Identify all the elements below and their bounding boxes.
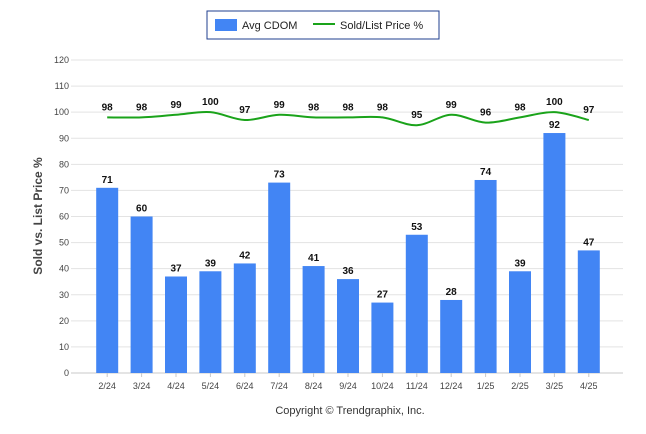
y-tick-label: 90	[59, 133, 69, 143]
grid-lines	[71, 59, 623, 348]
y-tick-label: 80	[59, 159, 69, 169]
line-value-label: 100	[546, 97, 563, 108]
y-tick-label: 50	[59, 238, 69, 248]
bar	[405, 234, 428, 373]
line-value-label: 98	[342, 102, 354, 113]
bar	[302, 266, 325, 373]
line-value-label: 98	[136, 102, 148, 113]
bar-value-label: 92	[549, 120, 561, 131]
y-tick-label: 0	[64, 368, 69, 378]
bars	[96, 133, 600, 373]
bar	[543, 133, 566, 373]
x-tick-label: 12/24	[440, 381, 463, 391]
x-tick-label: 10/24	[371, 381, 394, 391]
y-axis-ticks: 0 10 20 30 40 50 60 70 80 90 100 110 120	[54, 55, 69, 378]
line-value-label: 97	[583, 105, 595, 116]
legend-label-sold-list-price: Sold/List Price %	[340, 20, 423, 32]
bar-value-label: 28	[446, 287, 458, 298]
x-tick-label: 7/24	[270, 381, 288, 391]
bar	[337, 279, 359, 373]
bar	[440, 299, 463, 373]
legend-bar-swatch	[215, 19, 237, 31]
y-tick-label: 110	[55, 81, 69, 91]
y-tick-label: 10	[59, 342, 69, 352]
bar-value-label: 39	[205, 258, 217, 269]
x-tick-label: 1/25	[477, 381, 495, 391]
bar	[371, 302, 394, 373]
sold-list-price-line	[107, 110, 590, 127]
y-tick-label: 70	[59, 185, 69, 195]
bar	[577, 250, 600, 373]
bar-value-label: 39	[514, 258, 526, 269]
x-tick-label: 6/24	[236, 381, 254, 391]
bar	[233, 263, 256, 373]
bar	[165, 276, 187, 373]
x-tick-label: 4/24	[167, 381, 185, 391]
bar	[474, 179, 497, 373]
bar	[130, 216, 153, 373]
line-value-label: 99	[274, 100, 286, 111]
bar-value-labels: 71 60 37 39 42 73 41 36 27 53 28 74 39 92 47	[102, 120, 595, 301]
bar-value-label: 73	[274, 170, 286, 181]
x-tick-label: 9/24	[339, 381, 357, 391]
bar	[268, 182, 291, 373]
x-axis-ticks: 2/24 3/24 4/24 5/24 6/24 7/24 8/24 9/24 10/24 11/…	[98, 373, 598, 391]
line-value-label: 98	[308, 102, 320, 113]
y-tick-label: 20	[59, 316, 69, 326]
line-value-label: 99	[170, 100, 182, 111]
line-value-label: 100	[202, 97, 219, 108]
line-value-label: 96	[480, 108, 492, 119]
x-tick-label: 8/24	[305, 381, 323, 391]
line-value-label: 97	[239, 105, 251, 116]
y-axis-label: Sold vs. List Price %	[31, 157, 45, 275]
bar-value-label: 71	[102, 175, 114, 186]
bar-value-label: 37	[170, 263, 182, 274]
bar	[96, 187, 119, 373]
copyright-text: Copyright © Trendgraphix, Inc.	[275, 405, 424, 417]
bar-value-label: 53	[411, 222, 423, 233]
y-tick-label: 100	[54, 107, 69, 117]
line-value-label: 98	[514, 102, 526, 113]
bar	[199, 271, 222, 373]
x-tick-label: 2/25	[511, 381, 529, 391]
y-tick-label: 120	[54, 55, 69, 65]
line-value-label: 98	[377, 102, 389, 113]
line-value-label: 99	[446, 100, 458, 111]
y-tick-label: 60	[59, 212, 69, 222]
legend-label-avg-cdom: Avg CDOM	[242, 20, 297, 32]
line-series	[107, 110, 590, 127]
bar	[509, 271, 531, 373]
bar-value-label: 27	[377, 290, 389, 301]
bar-value-label: 42	[239, 250, 251, 261]
bar-value-label: 36	[342, 266, 354, 277]
line-value-label: 95	[411, 110, 423, 121]
line-value-label: 98	[102, 102, 114, 113]
x-tick-label: 2/24	[98, 381, 116, 391]
bar-value-label: 47	[583, 237, 595, 248]
x-tick-label: 3/24	[133, 381, 151, 391]
x-tick-label: 3/25	[546, 381, 564, 391]
y-tick-label: 30	[59, 290, 69, 300]
x-tick-label: 5/24	[202, 381, 220, 391]
bar-value-label: 41	[308, 253, 320, 264]
legend: Avg CDOM Sold/List Price %	[206, 10, 440, 40]
line-value-labels: 98 98 99 100 97 99 98 98 98 95 99 96 98 100 97	[102, 97, 595, 121]
x-tick-label: 11/24	[406, 381, 428, 391]
x-tick-label: 4/25	[580, 381, 598, 391]
bar-value-label: 74	[480, 167, 492, 178]
y-tick-label: 40	[59, 264, 69, 274]
bar-value-label: 60	[136, 204, 148, 215]
